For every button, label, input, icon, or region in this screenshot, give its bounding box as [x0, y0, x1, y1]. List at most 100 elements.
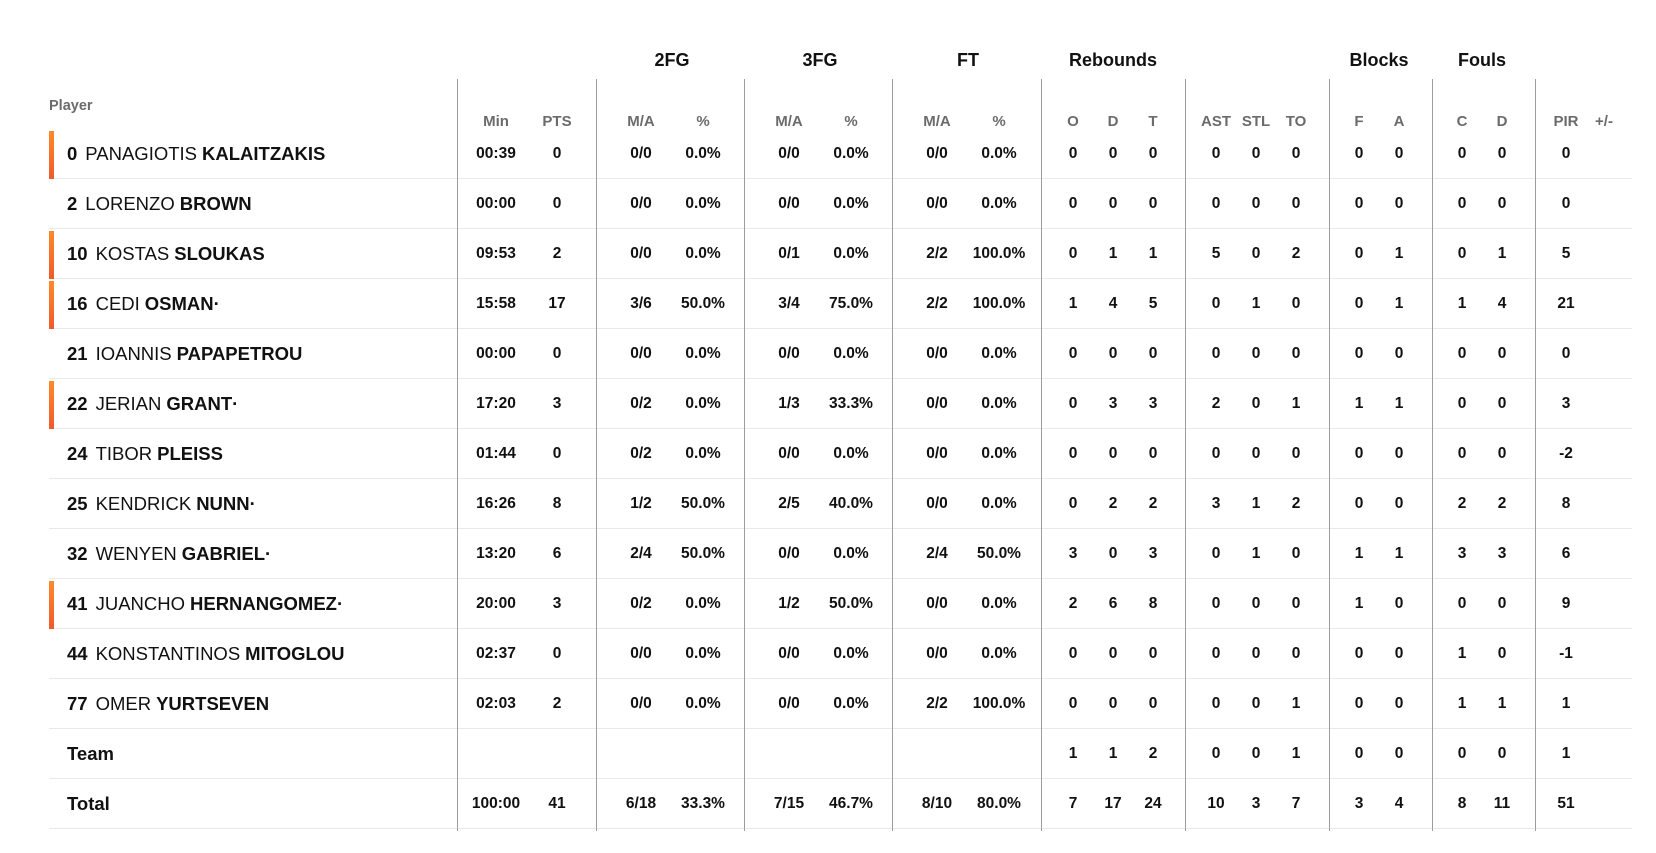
row-divider	[1536, 478, 1632, 479]
column-header-7-pct[interactable]: %	[992, 113, 1006, 130]
stat-m-a-4: 0/0	[778, 545, 800, 562]
stat-pir-18: -2	[1559, 445, 1573, 462]
stat-m-a-4	[759, 729, 819, 779]
row-divider	[458, 728, 596, 729]
player-name-link[interactable]: 24 TIBOR PLEISS	[67, 429, 223, 479]
row-divider	[745, 228, 892, 229]
stat-o-8: 0	[1068, 395, 1078, 412]
stat-pct-5: 50.0%	[829, 595, 873, 612]
stat-m-a-6: 0/0	[926, 145, 948, 162]
player-name-link[interactable]: 22 JERIAN GRANT·	[67, 379, 238, 429]
player-name-link[interactable]: 16 CEDI OSMAN·	[67, 279, 220, 329]
row-divider	[745, 728, 892, 729]
player-name-link[interactable]: 21 IOANNIS PAPAPETROU	[67, 329, 302, 379]
row-divider	[597, 428, 744, 429]
stat-pct-19	[1574, 179, 1634, 229]
player-name-link[interactable]: 44 KONSTANTINOS MITOGLOU	[67, 629, 345, 679]
column-header-8-o[interactable]: O	[1067, 113, 1079, 130]
column-header-6-m-a[interactable]: M/A	[923, 113, 951, 130]
row-divider	[1330, 828, 1432, 829]
row-divider	[458, 578, 596, 579]
player-last-name: PAPAPETROU	[176, 343, 303, 364]
stat-c-16: 0	[1457, 395, 1467, 412]
row-divider	[745, 578, 892, 579]
row-divider	[1536, 328, 1632, 329]
row-divider	[893, 228, 1041, 229]
stat-o-8: 3	[1068, 545, 1078, 562]
stat-pir-18: 8	[1561, 495, 1571, 512]
column-divider	[596, 79, 597, 831]
column-header-17-d[interactable]: D	[1496, 113, 1508, 130]
player-number: 10	[67, 243, 88, 264]
stat-d-9: 1	[1108, 245, 1118, 262]
stat-pts-1: 2	[552, 695, 562, 712]
stat-pct-7: 50.0%	[977, 545, 1021, 562]
stat-to-13: 0	[1291, 595, 1301, 612]
player-name-link[interactable]: 10 KOSTAS SLOUKAS	[67, 229, 265, 279]
player-name-link[interactable]: 41 JUANCHO HERNANGOMEZ·	[67, 579, 343, 629]
row-divider	[49, 278, 457, 279]
row-divider	[1186, 378, 1329, 379]
stat-pct-19	[1574, 479, 1634, 529]
column-divider	[1535, 79, 1536, 831]
row-divider	[1042, 628, 1185, 629]
player-name-link[interactable]: 2 LORENZO BROWN	[67, 179, 252, 229]
stat-pir-18: 0	[1561, 195, 1571, 212]
stat-a-15: 0	[1394, 645, 1404, 662]
column-header-15-a[interactable]: A	[1393, 113, 1405, 130]
stat-a-15: 0	[1394, 745, 1404, 762]
stat-t-10: 3	[1148, 545, 1158, 562]
column-header-16-c[interactable]: C	[1456, 113, 1468, 130]
column-header-9-d[interactable]: D	[1107, 113, 1119, 130]
column-header-1-pts[interactable]: PTS	[542, 113, 572, 130]
column-header-5-pct[interactable]: %	[844, 113, 858, 130]
player-last-name: MITOGLOU	[245, 643, 345, 664]
player-first-name: OMER	[95, 693, 152, 714]
stat-ast-11: 0	[1211, 545, 1221, 562]
stat-pct-7: 0.0%	[981, 495, 1017, 512]
row-divider	[1186, 778, 1329, 779]
row-divider	[745, 378, 892, 379]
stat-pct-5: 0.0%	[833, 545, 869, 562]
column-header-0-min[interactable]: Min	[483, 113, 509, 130]
player-name-link[interactable]: 77 OMER YURTSEVEN	[67, 679, 269, 729]
column-header-12-stl[interactable]: STL	[1241, 113, 1271, 130]
row-divider	[745, 828, 892, 829]
stat-o-8: 0	[1068, 145, 1078, 162]
stat-pct-7: 100.0%	[972, 245, 1026, 262]
stat-min-0: 15:58	[476, 295, 516, 312]
row-divider	[1186, 678, 1329, 679]
stat-pts-1: 8	[552, 495, 562, 512]
on-court-marker: ·	[213, 293, 220, 314]
player-name-link[interactable]: 32 WENYEN GABRIEL·	[67, 529, 271, 579]
column-header-13-to[interactable]: TO	[1285, 113, 1307, 130]
column-header-10-t[interactable]: T	[1148, 113, 1158, 130]
player-row: 32 WENYEN GABRIEL· 13:20 6 2/4 50.0% 0/0 0.0% 2/4…	[0, 529, 1656, 579]
column-header-14-f[interactable]: F	[1354, 113, 1364, 130]
row-divider	[458, 678, 596, 679]
row-divider	[1042, 678, 1185, 679]
column-header-4-m-a[interactable]: M/A	[775, 113, 803, 130]
player-column-header[interactable]: Player	[49, 98, 93, 114]
total-row: Total 100:00 41 6/18 33.3% 7/15 46.7% 8/10 80.0%…	[0, 779, 1656, 829]
player-name-link[interactable]: 25 KENDRICK NUNN·	[67, 479, 256, 529]
row-divider	[49, 428, 457, 429]
row-divider	[597, 228, 744, 229]
player-name-link[interactable]: 0 PANAGIOTIS KALAITZAKIS	[67, 129, 325, 179]
column-header-11-ast[interactable]: AST	[1201, 113, 1231, 130]
column-header-18-pir[interactable]: PIR	[1553, 113, 1579, 130]
row-divider	[1433, 228, 1535, 229]
stat-pct-7: 0.0%	[981, 595, 1017, 612]
stat-pir-18: 1	[1561, 695, 1571, 712]
stat-m-a-6: 0/0	[926, 195, 948, 212]
stat-pir-18: 5	[1561, 245, 1571, 262]
column-header-19-pct[interactable]: +/-	[1595, 113, 1613, 130]
row-divider	[745, 178, 892, 179]
row-divider	[1433, 628, 1535, 629]
column-header-3-pct[interactable]: %	[696, 113, 710, 130]
stat-d-17: 0	[1497, 745, 1507, 762]
row-divider	[1330, 278, 1432, 279]
stat-m-a-6: 0/0	[926, 495, 948, 512]
stat-f-14: 0	[1354, 695, 1364, 712]
column-header-2-m-a[interactable]: M/A	[627, 113, 655, 130]
